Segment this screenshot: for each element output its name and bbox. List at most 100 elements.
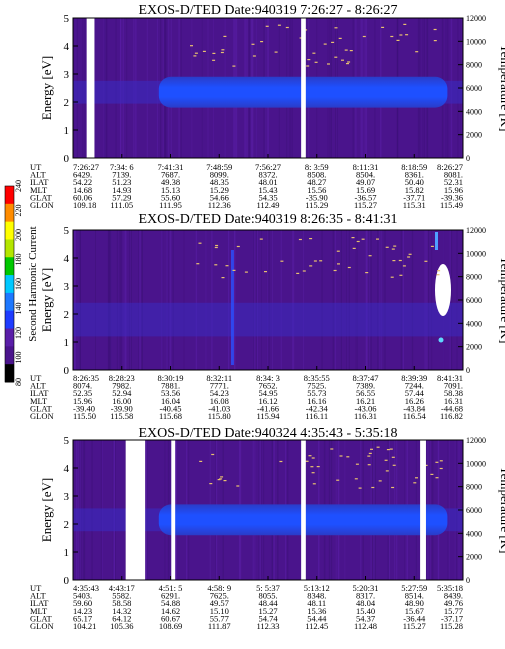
ephemeris-value: 8081. [444, 170, 463, 180]
energy-speck [367, 464, 371, 466]
energy-speck [424, 260, 428, 262]
spectrum-stripe [332, 230, 334, 370]
y-tick-label: 3 [64, 69, 70, 81]
spectrum-stripe [167, 230, 169, 370]
ephemeris-value: 57.44 [405, 388, 425, 398]
spectrum-stripe [80, 230, 81, 370]
ephemeris-value: 8514. [405, 591, 424, 601]
spectrum-stripe [456, 230, 458, 370]
energy-speck [311, 457, 315, 459]
y2-tick-label: 0 [466, 154, 470, 163]
ephemeris-value: 48.11 [307, 598, 326, 608]
y-tick-label: 5 [64, 435, 70, 447]
spectrum-stripe [400, 230, 403, 370]
y2-tick-label: 12000 [466, 436, 486, 445]
ephemeris-value: 49.76 [444, 598, 463, 608]
energy-speck [319, 260, 323, 262]
energy-speck [424, 464, 428, 466]
colorbar-tick-label: 180 [14, 254, 23, 266]
spectrum-stripe [116, 230, 118, 370]
energy-speck [354, 478, 358, 480]
energy-speck [370, 448, 373, 450]
data-gap [171, 440, 176, 580]
y2-tick-label: 6000 [466, 296, 482, 305]
ephemeris-value: 116.82 [440, 411, 463, 421]
ephemeris-value: 15.29 [210, 185, 229, 195]
colorbar-tick-label: 200 [14, 229, 23, 241]
energy-band-spike [230, 250, 234, 365]
ephemeris-value: 115.49 [440, 200, 463, 210]
y2-tick-label: 6000 [466, 84, 482, 93]
energy-speck [368, 255, 372, 257]
y-tick-label: 5 [64, 225, 70, 237]
ephemeris-value: 8099. [210, 170, 229, 180]
energy-speck [316, 466, 320, 468]
energy-speck [390, 276, 394, 278]
ephemeris-value: 14.62 [161, 606, 180, 616]
energy-speck [214, 264, 218, 266]
y-tick-label: 5 [64, 13, 70, 25]
spectrum-stripe [450, 230, 453, 370]
ephemeris-value: 7625. [210, 591, 229, 601]
energy-speck [331, 41, 335, 43]
energy-speck [437, 270, 441, 272]
spectrum-stripe [95, 230, 96, 370]
energy-speck [277, 24, 281, 26]
ephemeris-value: 14.32 [112, 606, 131, 616]
energy-speck [347, 266, 351, 269]
energy-speck [338, 37, 342, 39]
ephemeris-value: 7525. [307, 381, 326, 391]
ephemeris-row-label: GLAT [30, 192, 53, 202]
y2-tick-label: 4000 [466, 319, 482, 328]
ephemeris-row-label: ALT [30, 381, 47, 391]
ephemeris-value: 55.77 [210, 613, 229, 623]
ephemeris-value: 7:56:27 [255, 162, 281, 172]
ephemeris-row-label: ILAT [30, 598, 49, 608]
ephemeris-value: 7139. [112, 170, 131, 180]
energy-speck [296, 272, 300, 274]
spectrum-stripe [449, 230, 452, 370]
ephemeris-value: 8074. [73, 381, 92, 391]
spectrum-stripe [385, 230, 386, 370]
ephemeris-value: 8361. [405, 170, 424, 180]
spectrum-stripe [119, 230, 121, 370]
ephemeris-value: -41.03 [208, 403, 230, 413]
spectrum-stripe [228, 230, 230, 370]
ephemeris-value: 8439. [444, 591, 463, 601]
energy-speck [433, 28, 437, 31]
ephemeris-value: 15.27 [258, 606, 277, 616]
energy-speck [403, 23, 407, 25]
ephemeris-value: 15.77 [444, 606, 463, 616]
ephemeris-row-label: ALT [30, 170, 47, 180]
ephemeris-value: 15.56 [307, 185, 326, 195]
energy-speck [371, 486, 375, 489]
ephemeris-value: 8:39:39 [401, 373, 427, 383]
ephemeris-value: 5:20:31 [353, 583, 379, 593]
ephemeris-row-label: GLON [30, 200, 54, 210]
energy-speck [362, 35, 366, 38]
energy-speck [199, 460, 203, 462]
spectrum-stripe [431, 230, 433, 370]
ephemeris-value: 8055. [258, 591, 277, 601]
spectrum-stripe [357, 230, 358, 370]
ephemeris-value: 115.29 [305, 200, 328, 210]
ephemeris-value: 15.40 [356, 606, 375, 616]
energy-speck [349, 50, 353, 52]
energy-speck [367, 455, 371, 457]
panel-title: EXOS-D/TED Date:940319 7:26:27 - 8:26:27 [139, 3, 398, 18]
energy-speck [232, 269, 236, 271]
energy-speck [399, 34, 403, 36]
energy-speck [217, 479, 221, 481]
ephemeris-value: 8:28:23 [109, 373, 135, 383]
energy-speck [333, 269, 337, 272]
y-tick-label: 0 [64, 365, 70, 377]
ephemeris-value: 52.31 [444, 177, 463, 187]
spectrum-stripe [254, 230, 256, 370]
energy-speck [236, 245, 240, 248]
energy-speck [307, 59, 311, 61]
energy-speck [430, 473, 434, 475]
ephemeris-value: 115.68 [159, 411, 182, 421]
energy-speck [299, 37, 303, 39]
energy-speck [236, 485, 240, 487]
